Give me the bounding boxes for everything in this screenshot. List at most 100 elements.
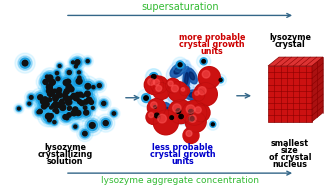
Circle shape	[63, 96, 76, 108]
Circle shape	[67, 70, 71, 75]
Circle shape	[152, 111, 161, 120]
Circle shape	[168, 81, 173, 86]
Circle shape	[40, 68, 60, 88]
Circle shape	[82, 56, 93, 67]
Ellipse shape	[184, 64, 200, 88]
Text: more probable: more probable	[179, 33, 245, 42]
Circle shape	[58, 99, 66, 107]
Circle shape	[61, 93, 71, 103]
Circle shape	[59, 76, 73, 90]
Ellipse shape	[170, 63, 186, 78]
Ellipse shape	[189, 99, 197, 119]
Polygon shape	[312, 57, 323, 122]
Circle shape	[72, 86, 89, 103]
Circle shape	[150, 101, 160, 112]
Circle shape	[65, 98, 70, 103]
Circle shape	[62, 90, 68, 96]
Circle shape	[69, 108, 79, 118]
Circle shape	[69, 103, 82, 116]
Circle shape	[183, 128, 199, 143]
Circle shape	[86, 97, 97, 108]
Circle shape	[54, 61, 65, 71]
Circle shape	[144, 75, 164, 94]
Circle shape	[73, 94, 91, 112]
Circle shape	[47, 75, 53, 81]
Circle shape	[41, 99, 45, 104]
Circle shape	[75, 60, 80, 64]
Circle shape	[48, 90, 63, 105]
Circle shape	[84, 99, 88, 104]
Circle shape	[73, 91, 82, 99]
Circle shape	[42, 74, 61, 92]
Circle shape	[51, 92, 54, 95]
Circle shape	[186, 105, 195, 114]
Text: lysozyme aggregate concentration: lysozyme aggregate concentration	[101, 176, 259, 185]
Polygon shape	[268, 57, 323, 66]
Circle shape	[57, 87, 73, 102]
Circle shape	[94, 81, 104, 91]
Circle shape	[65, 79, 71, 84]
Circle shape	[66, 84, 72, 90]
Ellipse shape	[186, 68, 197, 84]
Circle shape	[64, 67, 75, 78]
Circle shape	[41, 98, 49, 106]
Circle shape	[50, 81, 68, 99]
Circle shape	[53, 89, 63, 99]
Circle shape	[18, 107, 20, 110]
Circle shape	[71, 105, 80, 114]
Circle shape	[150, 73, 158, 80]
Circle shape	[44, 100, 47, 104]
Circle shape	[86, 97, 92, 103]
Circle shape	[41, 71, 57, 87]
Circle shape	[71, 106, 85, 120]
Circle shape	[74, 96, 82, 104]
Text: supersaturation: supersaturation	[141, 2, 219, 12]
Circle shape	[174, 106, 183, 116]
Circle shape	[38, 93, 52, 106]
Circle shape	[57, 88, 61, 92]
Circle shape	[55, 100, 70, 115]
Circle shape	[51, 87, 65, 101]
Circle shape	[202, 60, 206, 63]
Circle shape	[26, 100, 33, 107]
Circle shape	[62, 101, 77, 115]
Circle shape	[43, 71, 57, 85]
Circle shape	[70, 90, 82, 101]
Circle shape	[99, 117, 112, 129]
Text: of crystal: of crystal	[269, 153, 311, 162]
Circle shape	[66, 88, 86, 108]
Circle shape	[30, 96, 33, 99]
Circle shape	[42, 97, 48, 102]
Circle shape	[76, 78, 83, 85]
Circle shape	[100, 100, 108, 107]
Circle shape	[80, 87, 95, 101]
Circle shape	[81, 130, 89, 138]
Circle shape	[56, 88, 76, 108]
Circle shape	[46, 87, 59, 100]
Circle shape	[72, 61, 74, 64]
Circle shape	[48, 105, 54, 110]
Circle shape	[53, 108, 60, 115]
Circle shape	[51, 95, 60, 104]
Circle shape	[79, 92, 87, 100]
Circle shape	[60, 85, 73, 97]
Circle shape	[97, 84, 101, 88]
Circle shape	[82, 93, 96, 107]
Circle shape	[68, 94, 74, 101]
Circle shape	[186, 107, 196, 116]
Circle shape	[52, 105, 54, 107]
Circle shape	[32, 104, 48, 119]
Circle shape	[168, 82, 188, 101]
Ellipse shape	[162, 103, 173, 121]
Circle shape	[63, 95, 69, 101]
Circle shape	[89, 104, 96, 112]
Circle shape	[192, 104, 210, 122]
Circle shape	[59, 84, 75, 100]
Circle shape	[85, 118, 100, 133]
Circle shape	[83, 131, 87, 136]
Circle shape	[46, 96, 53, 103]
Circle shape	[38, 105, 59, 127]
Circle shape	[72, 56, 83, 68]
Circle shape	[25, 91, 38, 104]
Circle shape	[73, 75, 86, 88]
